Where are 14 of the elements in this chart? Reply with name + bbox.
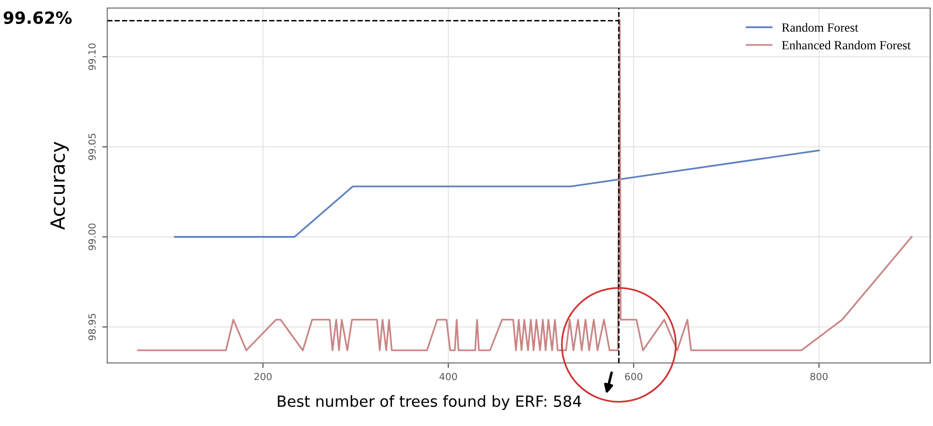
y-tick-label: 99.10 (88, 43, 96, 70)
x-tick-label: 800 (810, 372, 828, 380)
x-tick-label: 200 (254, 372, 272, 380)
y-tick-label: 99.00 (88, 224, 96, 250)
text: Best number of trees found by ERF: 584 (278, 395, 582, 410)
y-tick-label: 98.95 (88, 314, 96, 340)
y-axis-title: Accuracy (50, 142, 69, 230)
legend-label: Random Forest (782, 22, 858, 32)
x-tick-label: 600 (625, 372, 642, 380)
text: 99.62% (4, 11, 72, 24)
line-series (137, 20, 912, 352)
x-tick-label: 400 (440, 372, 457, 380)
legend-label: Enhanced Random Forest (782, 40, 911, 50)
y-tick-label: 99.05 (88, 134, 96, 160)
